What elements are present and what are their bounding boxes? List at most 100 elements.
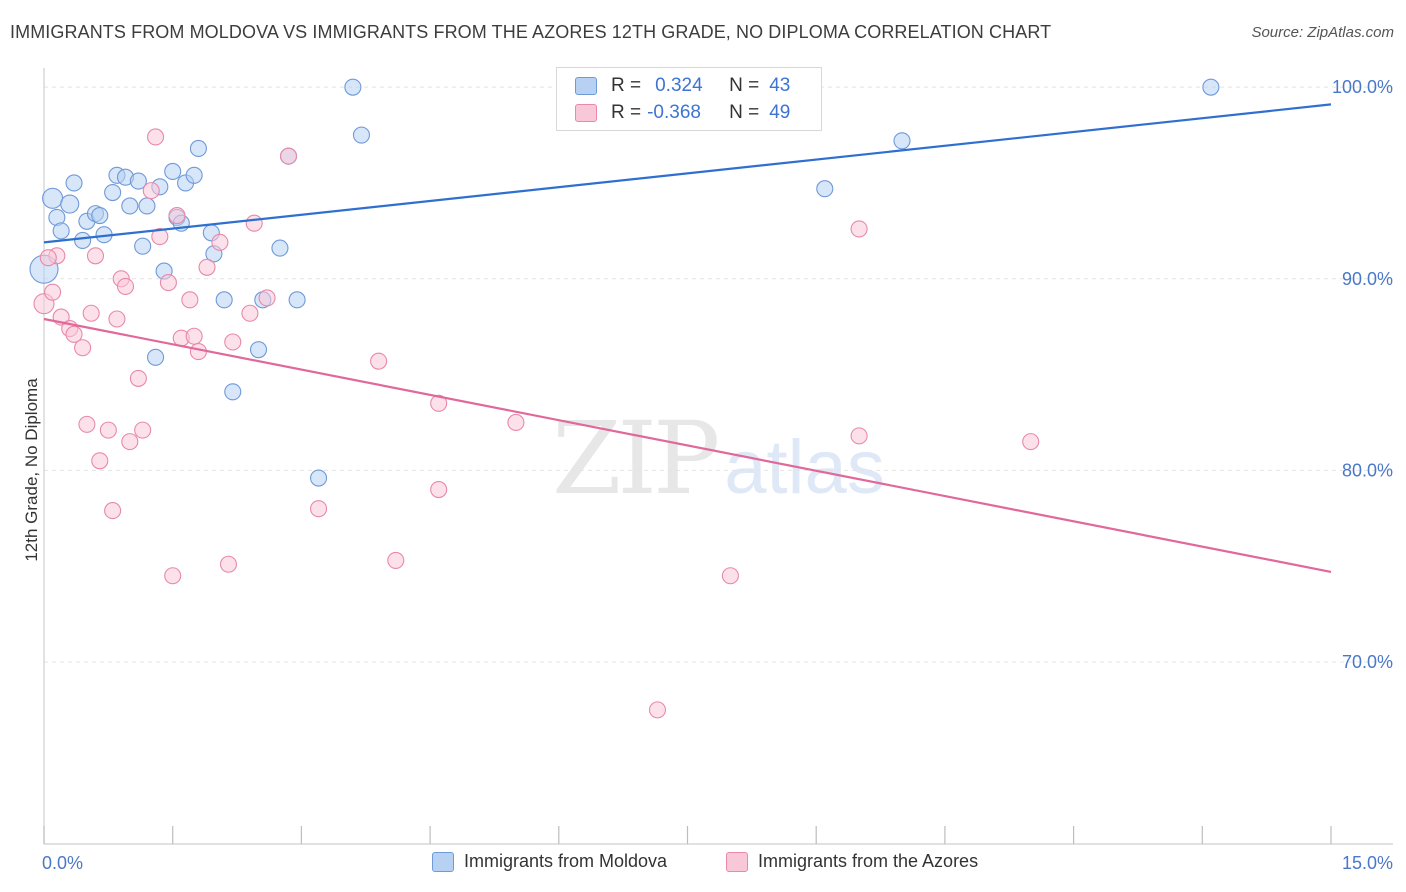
stats-box: R = 0.324 N = 43 R = -0.368 N = 49 [556,67,822,131]
legend-azores-label: Immigrants from the Azores [758,851,979,871]
azores-point [86,247,105,265]
azores-r-value: -0.368 [647,102,701,123]
azores-point [850,427,868,445]
moldova-point [134,237,152,255]
azores-point [116,277,135,295]
moldova-point [344,78,362,96]
moldova-point [129,172,147,190]
azores-point [74,339,92,357]
azores-swatch [575,104,597,122]
labels-layer: 100.0% 90.0% 80.0% 70.0% 0.0% 15.0% 12th Grade… [22,77,1393,873]
azores-point [219,555,238,573]
axes-layer [43,68,1393,845]
chart-title: IMMIGRANTS FROM MOLDOVA VS IMMIGRANTS FR… [10,22,1052,42]
stats-row-azores: R = -0.368 N = 49 [575,101,790,125]
azores-point [181,291,199,309]
azores-point [142,182,160,200]
azores-point [241,304,259,322]
azores-r-label: R = [611,102,642,123]
legend-moldova-label: Immigrants from Moldova [464,851,668,871]
stats-row-moldova: R = 0.324 N = 43 [575,74,790,98]
azores-point [104,502,122,520]
azores-point [129,369,147,387]
y-tick-label: 100.0% [1332,77,1393,97]
moldova-point [74,231,92,249]
moldova-point [121,197,139,215]
azores-point [164,567,182,585]
moldova-point [249,341,268,359]
azores-point [430,480,448,499]
azores-point [387,551,405,569]
moldova-point [271,239,289,257]
x-tick-label: 0.0% [42,853,83,873]
azores-point [151,228,169,246]
azores-point [310,500,328,518]
moldova-r-label: R = [611,75,642,96]
trend-layer [43,103,1332,574]
moldova-point [352,126,371,144]
azores-point [245,214,263,232]
points-layer [29,78,1220,719]
moldova-point [893,132,911,150]
moldova-point [138,197,156,215]
azores-point [850,220,868,238]
source-credit: Source: ZipAtlas.com [1251,24,1394,41]
legend-item-azores[interactable]: Immigrants from the Azores [726,851,978,872]
moldova-point [65,174,83,192]
azores-point [224,333,242,351]
azores-point [1022,433,1040,451]
azores-point [82,304,100,322]
azores-point [185,327,203,345]
azores-point [146,128,165,146]
moldova-n-value: 43 [769,75,791,96]
x-tick-label: 15.0% [1342,853,1393,873]
azores-point [44,283,62,301]
moldova-point [310,469,328,487]
moldova-point [146,348,165,366]
moldova-point [215,291,233,309]
azores-point [134,421,152,439]
y-tick-label: 90.0% [1342,269,1393,289]
azores-point [211,233,229,251]
moldova-point [224,383,242,401]
y-axis-label: 12th Grade, No Diploma [22,378,41,562]
moldova-swatch [575,77,597,95]
azores-point [65,325,83,343]
azores-point [198,258,216,276]
moldova-point [1202,78,1220,96]
moldova-point [104,183,122,202]
moldova-point [164,162,182,181]
moldova-point [91,206,109,225]
grid-layer [44,86,1391,663]
azores-point [430,394,448,412]
azores-point [168,206,186,225]
moldova-r-value: 0.324 [655,75,703,96]
azores-point [279,147,298,165]
azores-point [99,421,117,439]
legend-item-moldova[interactable]: Immigrants from Moldova [432,851,667,872]
azores-trend-line [43,317,1332,574]
azores-point [258,289,276,307]
moldova-n-label: N = [729,75,760,96]
azores-point [39,249,57,267]
moldova-point [52,222,70,240]
azores-point [91,452,109,470]
y-tick-label: 70.0% [1342,652,1393,672]
azores-point [370,352,388,370]
azores-point [189,343,207,361]
moldova-point [189,139,207,158]
moldova-point [42,187,64,209]
azores-n-value: 49 [769,102,791,123]
azores-point [648,701,667,719]
y-tick-label: 80.0% [1342,460,1393,480]
azores-point [721,567,739,585]
azores-point [159,274,177,292]
azores-n-label: N = [729,102,760,123]
moldova-point [816,180,834,198]
moldova-point [60,194,80,214]
azores-point [507,413,525,432]
azores-point [78,415,96,433]
legend-moldova-swatch [432,851,454,872]
azores-point [108,310,126,328]
